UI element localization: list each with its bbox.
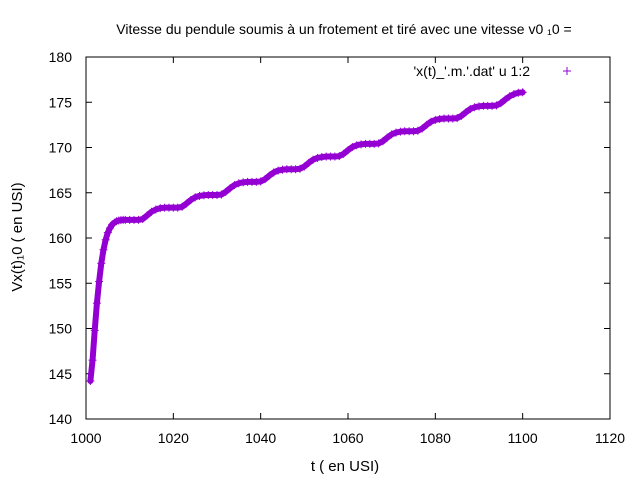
data-point [352,141,361,150]
data-point [143,211,152,220]
data-point [383,133,392,142]
data-point [230,181,239,190]
data-point [304,158,313,167]
data-point [88,356,97,365]
data-point [261,175,270,184]
data-point [90,326,99,335]
plot-border [85,56,611,420]
y-tick-label: 175 [49,94,73,110]
data-point [295,164,304,173]
data-point [99,245,108,254]
legend-marker [563,67,571,75]
x-tick-label: 1040 [245,430,276,446]
x-tick-label: 1020 [158,430,189,446]
data-point [418,124,427,133]
chart-title: Vitesse du pendule soumis à un frotement… [116,21,571,37]
data-points [86,88,527,385]
data-point [92,299,101,308]
data-point [134,215,143,224]
y-tick-label: 165 [49,185,73,201]
series-line [87,89,526,384]
y-axis-label: Vx(t)₁0 ( en USI) [9,182,26,291]
data-point [138,214,147,223]
data-point [173,203,182,212]
x-axis-label: t ( en USI) [311,458,379,475]
data-point [86,376,95,385]
data-point [387,130,396,139]
y-tick-label: 150 [49,321,73,337]
legend-entry-label: 'x(t)_'.m.'.dat' u 1:2 [413,63,530,79]
y-tick-label: 155 [49,275,73,291]
ticks [85,56,611,420]
data-point [348,143,357,152]
y-tick-label: 170 [49,140,73,156]
x-tick-label: 1000 [70,430,101,446]
axes-frame [85,56,611,420]
data-point [505,92,514,101]
data-point [195,191,204,200]
x-tick-label: 1100 [508,430,538,446]
y-tick-label: 140 [49,411,73,427]
data-point [431,115,440,124]
x-tick-label: 1120 [595,430,625,446]
data-point [221,187,230,196]
data-point [470,103,479,112]
legend-plus-marker [563,67,571,75]
legend: 'x(t)_'.m.'.dat' u 1:2 [413,63,571,79]
data-point [339,149,348,158]
data-point [457,111,466,120]
y-tick-label: 180 [49,49,73,65]
data-point [492,101,501,110]
data-point [269,168,278,177]
data-point [309,155,318,164]
y-tick-label: 160 [49,230,73,246]
data-point [509,90,518,99]
data-point [95,277,104,286]
data-point [422,120,431,129]
data-point [265,171,274,180]
data-point [147,207,156,216]
data-point [178,202,187,211]
data-point [256,177,265,186]
data-point [461,108,470,117]
data-point [182,199,191,208]
data-point [313,153,322,162]
tick-labels: 1000 1020 1040 1060 1080 1100 1120 140 145 150 155… [49,49,626,446]
data-point [191,193,200,202]
y-tick-label: 145 [49,366,73,382]
data-point [151,205,160,214]
data-point [378,137,387,146]
data-point [300,162,309,171]
x-tick-label: 1060 [332,430,363,446]
data-point [97,259,106,268]
data-point [453,114,462,123]
x-tick-label: 1080 [420,430,451,446]
data-point [426,117,435,126]
data-point [217,190,226,199]
data-point [274,166,283,175]
data-point [413,126,422,135]
data-point [466,105,475,114]
data-point [496,99,505,108]
data-point [374,139,383,148]
data-point [392,128,401,137]
data-point [234,179,243,188]
data-point [518,88,527,97]
data-point [501,95,510,104]
data-point [101,235,110,244]
data-point [103,228,112,237]
data-point [335,152,344,161]
data-point [344,146,352,155]
data-point [226,184,235,193]
data-point [186,195,195,204]
